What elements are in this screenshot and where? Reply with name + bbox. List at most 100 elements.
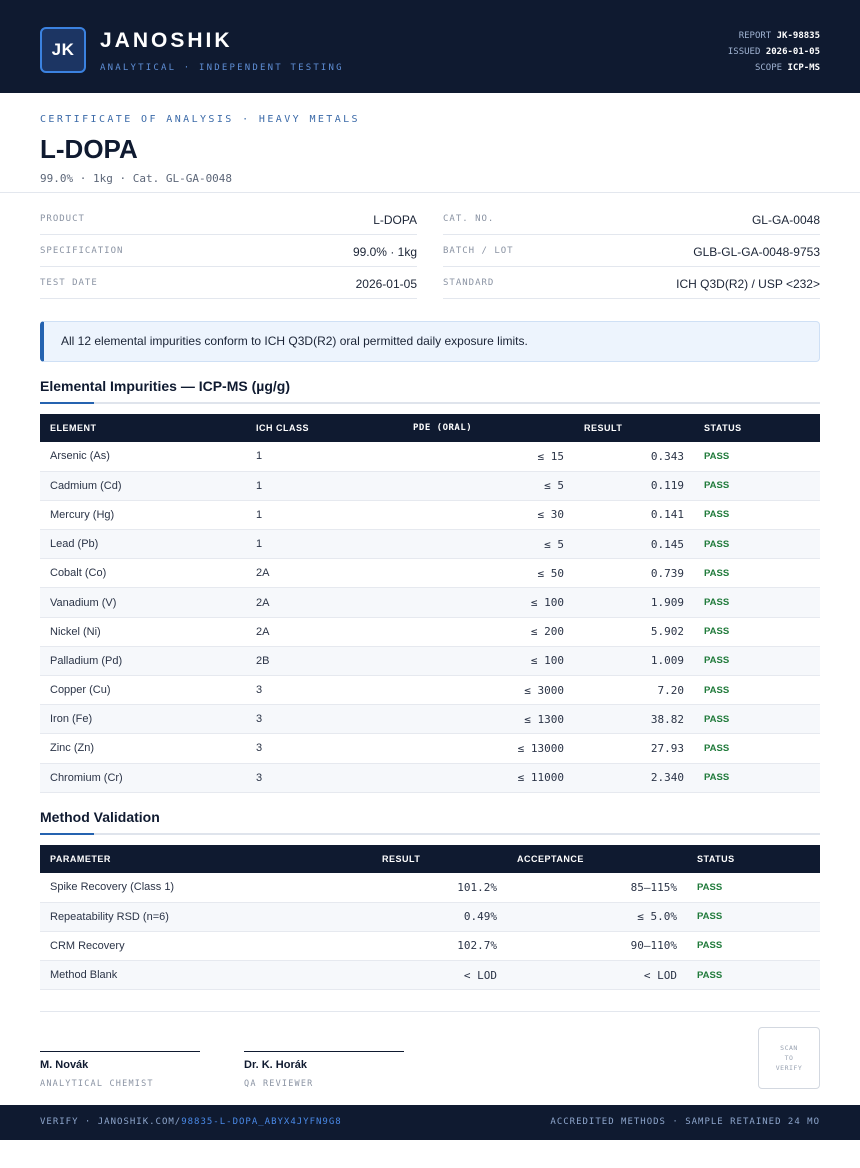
info-label: SPECIFICATION xyxy=(40,246,124,256)
info-test-date: TEST DATE 2026-01-05 xyxy=(40,267,417,299)
table-row: Palladium (Pd) 2B ≤ 100 1.009 PASS xyxy=(40,646,820,677)
info-label: BATCH / LOT xyxy=(443,246,514,256)
status-badge: PASS xyxy=(694,704,820,735)
section-rule xyxy=(40,402,820,404)
table-cell: ≤ 5.0% xyxy=(507,902,687,932)
column-header: ACCEPTANCE xyxy=(507,845,687,873)
column-header: RESULT xyxy=(574,414,694,442)
status-badge: PASS xyxy=(687,902,820,932)
verify-line: VERIFY · JANOSHIK.COM/98835-L-DOPA_ABYX4… xyxy=(40,1117,342,1127)
product-subline: 99.0% · 1kg · Cat. GL-GA-0048 xyxy=(40,172,233,185)
qr-text: SCAN xyxy=(780,1044,798,1052)
signatory-name: Dr. K. Horák xyxy=(244,1059,307,1071)
table-cell: 0.49% xyxy=(372,902,507,932)
status-badge: PASS xyxy=(694,733,820,764)
table-cell: Copper (Cu) xyxy=(40,675,246,706)
table-row: Iron (Fe) 3 ≤ 1300 38.82 PASS xyxy=(40,704,820,735)
info-product: PRODUCT L-DOPA xyxy=(40,203,417,235)
table-cell: ≤ 13000 xyxy=(403,733,574,764)
info-value: 2026-01-05 xyxy=(355,277,417,291)
table-row: Arsenic (As) 1 ≤ 15 0.343 PASS xyxy=(40,442,820,472)
verify-link[interactable]: 98835-L-DOPA_ABYX4JYFN9G8 xyxy=(181,1117,342,1127)
table-cell: Chromium (Cr) xyxy=(40,763,246,793)
table-cell: < LOD xyxy=(507,960,687,991)
table-cell: ≤ 5 xyxy=(403,471,574,501)
verify-qr-code[interactable]: SCAN TO VERIFY xyxy=(758,1027,820,1089)
table-row: Copper (Cu) 3 ≤ 3000 7.20 PASS xyxy=(40,675,820,706)
table-cell: 3 xyxy=(246,733,403,764)
divider xyxy=(0,192,860,193)
table-cell: Cobalt (Co) xyxy=(40,558,246,589)
table-row: Vanadium (V) 2A ≤ 100 1.909 PASS xyxy=(40,587,820,618)
table-cell: ≤ 11000 xyxy=(403,763,574,793)
table-cell: ≤ 3000 xyxy=(403,675,574,706)
signatory-role: ANALYTICAL CHEMIST xyxy=(40,1079,154,1089)
table-cell: 0.739 xyxy=(574,558,694,589)
report-id-line: REPORT JK-98835 xyxy=(728,28,820,44)
brand-tagline: ANALYTICAL · INDEPENDENT TESTING xyxy=(100,63,344,73)
table-row: Spike Recovery (Class 1) 101.2% 85–115% PAS… xyxy=(40,873,820,903)
table-cell: Iron (Fe) xyxy=(40,704,246,735)
table-cell: 101.2% xyxy=(372,873,507,903)
table-row: Method Blank < LOD < LOD PASS xyxy=(40,960,820,991)
impurities-section-title: Elemental Impurities — ICP-MS (µg/g) xyxy=(40,378,290,394)
table-cell: 7.20 xyxy=(574,675,694,706)
certificate-type: CERTIFICATE OF ANALYSIS · HEAVY METALS xyxy=(40,114,360,125)
brand-logo: JK xyxy=(40,27,86,73)
scope-value: ICP-MS xyxy=(787,63,820,73)
table-cell: 1 xyxy=(246,442,403,472)
table-cell: 3 xyxy=(246,675,403,706)
page-title: L-DOPA xyxy=(40,134,138,164)
table-cell: Repeatability RSD (n=6) xyxy=(40,902,372,932)
status-badge: PASS xyxy=(687,873,820,903)
signature-line xyxy=(40,1051,200,1052)
info-value: 99.0% · 1kg xyxy=(352,245,417,259)
table-cell: ≤ 50 xyxy=(403,558,574,589)
table-cell: Method Blank xyxy=(40,960,372,991)
qr-text: TO xyxy=(784,1054,794,1062)
divider xyxy=(40,1011,820,1012)
table-row: Nickel (Ni) 2A ≤ 200 5.902 PASS xyxy=(40,617,820,647)
column-header: RESULT xyxy=(372,845,507,873)
status-badge: PASS xyxy=(694,617,820,647)
info-label: PRODUCT xyxy=(40,214,85,224)
table-cell: ≤ 15 xyxy=(403,442,574,472)
table-row: Chromium (Cr) 3 ≤ 11000 2.340 PASS xyxy=(40,763,820,793)
table-header-row: ELEMENT ICH CLASS PDE (ORAL) RESULT STAT… xyxy=(40,414,820,442)
table-cell: 1 xyxy=(246,529,403,560)
status-badge: PASS xyxy=(694,500,820,531)
impurities-table-body: Arsenic (As) 1 ≤ 15 0.343 PASS Cadmium (Cd) 1 ≤… xyxy=(40,442,820,793)
table-cell: 1.909 xyxy=(574,587,694,618)
table-cell: ≤ 100 xyxy=(403,587,574,618)
table-cell: 5.902 xyxy=(574,617,694,647)
column-header: ELEMENT xyxy=(40,414,246,442)
info-label: STANDARD xyxy=(443,278,495,288)
column-header: ICH CLASS xyxy=(246,414,403,442)
validation-section-title: Method Validation xyxy=(40,809,160,825)
info-label: CAT. NO. xyxy=(443,214,495,224)
report-id: JK-98835 xyxy=(776,31,820,41)
report-meta: REPORT JK-98835 ISSUED 2026-01-05 SCOPE … xyxy=(728,28,820,76)
table-cell: 90–110% xyxy=(507,931,687,962)
table-cell: 2A xyxy=(246,558,403,589)
table-row: Cobalt (Co) 2A ≤ 50 0.739 PASS xyxy=(40,558,820,589)
table-cell: Vanadium (V) xyxy=(40,587,246,618)
issued-line: ISSUED 2026-01-05 xyxy=(728,44,820,60)
table-cell: 0.119 xyxy=(574,471,694,501)
table-cell: 85–115% xyxy=(507,873,687,903)
table-cell: Nickel (Ni) xyxy=(40,617,246,647)
section-accent xyxy=(40,402,94,404)
table-row: Mercury (Hg) 1 ≤ 30 0.141 PASS xyxy=(40,500,820,531)
issued-label: ISSUED xyxy=(727,47,761,57)
table-cell: Spike Recovery (Class 1) xyxy=(40,873,372,903)
conformance-notice: All 12 elemental impurities conform to I… xyxy=(40,321,820,362)
info-value: L-DOPA xyxy=(373,213,417,227)
table-cell: 0.141 xyxy=(574,500,694,531)
report-footer: VERIFY · JANOSHIK.COM/98835-L-DOPA_ABYX4… xyxy=(0,1105,860,1140)
table-cell: 2B xyxy=(246,646,403,677)
table-cell: Lead (Pb) xyxy=(40,529,246,560)
table-cell: 1 xyxy=(246,500,403,531)
status-badge: PASS xyxy=(687,931,820,962)
info-standard: STANDARD ICH Q3D(R2) / USP <232> xyxy=(443,267,820,299)
status-badge: PASS xyxy=(694,558,820,589)
